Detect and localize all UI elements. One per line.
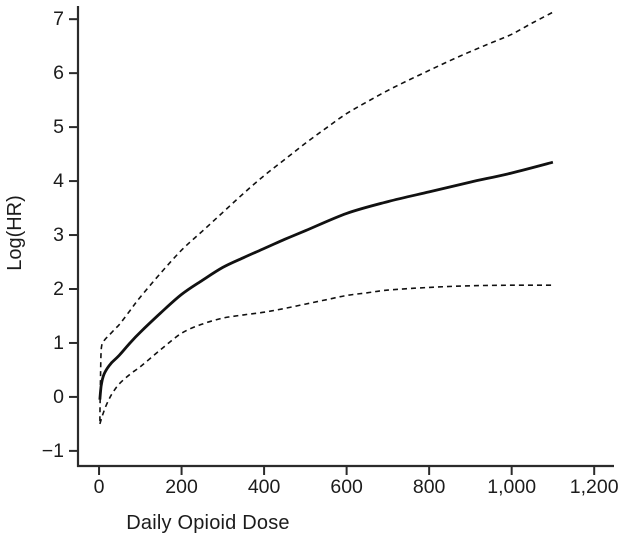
upper_95_ci-line (99, 11, 554, 422)
x-axis-title: Daily Opioid Dose (0, 512, 622, 535)
x-tick-label: 0 (94, 476, 105, 498)
x-tick-label: 200 (165, 476, 198, 498)
estimate-line (98, 160, 554, 400)
y-tick-label: −1 (42, 440, 64, 462)
y-tick-label: 6 (53, 62, 64, 84)
y-tick-label: 2 (53, 278, 64, 300)
y-tick-label: 7 (53, 8, 64, 30)
x-tick-label: 1,200 (570, 476, 619, 498)
x-tick-label: 1,000 (487, 476, 536, 498)
lower_95_ci-line (99, 284, 553, 425)
y-tick-label: 1 (53, 332, 64, 354)
y-tick-label: 0 (53, 386, 64, 408)
x-tick-label: 600 (330, 476, 363, 498)
y-tick-label: 4 (53, 170, 64, 192)
y-tick-label: 3 (53, 224, 64, 246)
x-tick-label: 800 (413, 476, 446, 498)
y-tick-label: 5 (53, 116, 64, 138)
y-axis-title: Log(HR) (4, 195, 26, 271)
x-tick-label: 400 (248, 476, 281, 498)
x-axis-title-text: Daily Opioid Dose (126, 512, 290, 534)
